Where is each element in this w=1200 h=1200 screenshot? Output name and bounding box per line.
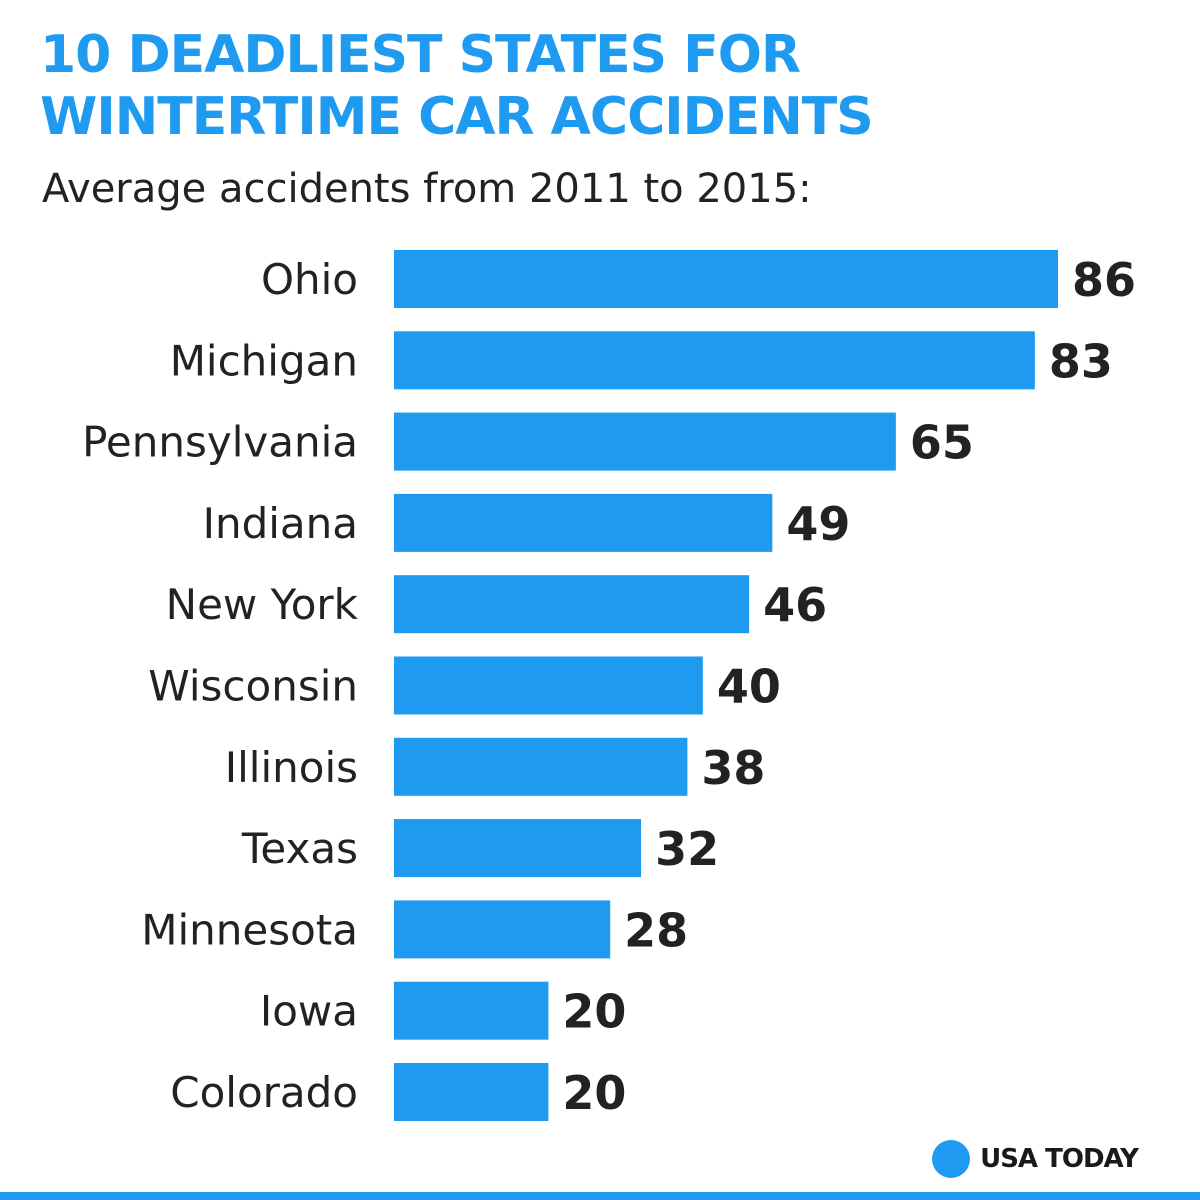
value-label-michigan: 83 — [1049, 334, 1113, 388]
category-label-colorado: Colorado — [170, 1068, 358, 1117]
bar-pennsylvania — [394, 412, 896, 471]
value-label-ohio: 86 — [1072, 253, 1136, 307]
bar-wisconsin — [394, 656, 703, 715]
category-label-minnesota: Minnesota — [141, 905, 358, 954]
category-label-wisconsin: Wisconsin — [148, 662, 358, 711]
chart-title: 10 DEADLIEST STATES FOR WINTERTIME CAR A… — [40, 25, 874, 147]
category-label-illinois: Illinois — [225, 743, 358, 792]
brand-logo: USA TODAY — [932, 1140, 1139, 1178]
bottom-divider — [0, 1192, 1200, 1200]
bar-michigan — [394, 331, 1035, 390]
value-label-texas: 32 — [655, 822, 719, 876]
category-label-new-york: New York — [166, 580, 359, 629]
bar-indiana — [394, 493, 773, 552]
value-label-new-york: 46 — [763, 578, 827, 632]
value-label-illinois: 38 — [701, 741, 765, 795]
bar-minnesota — [394, 900, 611, 959]
brand-name: USA TODAY — [980, 1144, 1139, 1174]
bar-colorado — [394, 1063, 549, 1121]
bar-ohio — [394, 250, 1058, 308]
chart-subtitle: Average accidents from 2011 to 2015: — [42, 166, 812, 212]
category-label-indiana: Indiana — [203, 499, 358, 548]
category-label-iowa: Iowa — [260, 987, 358, 1036]
bar-new-york — [394, 575, 750, 634]
value-label-pennsylvania: 65 — [910, 416, 974, 470]
category-label-texas: Texas — [241, 824, 358, 873]
value-label-indiana: 49 — [786, 497, 850, 551]
value-label-minnesota: 28 — [624, 903, 688, 957]
bar-texas — [394, 819, 642, 878]
bar-illinois — [394, 737, 688, 796]
value-label-colorado: 20 — [562, 1066, 626, 1120]
category-label-pennsylvania: Pennsylvania — [82, 418, 358, 467]
bar-iowa — [394, 981, 549, 1040]
circle-logo-icon — [932, 1140, 971, 1178]
category-label-michigan: Michigan — [170, 336, 358, 385]
category-label-ohio: Ohio — [261, 255, 358, 304]
value-label-iowa: 20 — [562, 985, 626, 1039]
value-label-wisconsin: 40 — [717, 660, 781, 714]
